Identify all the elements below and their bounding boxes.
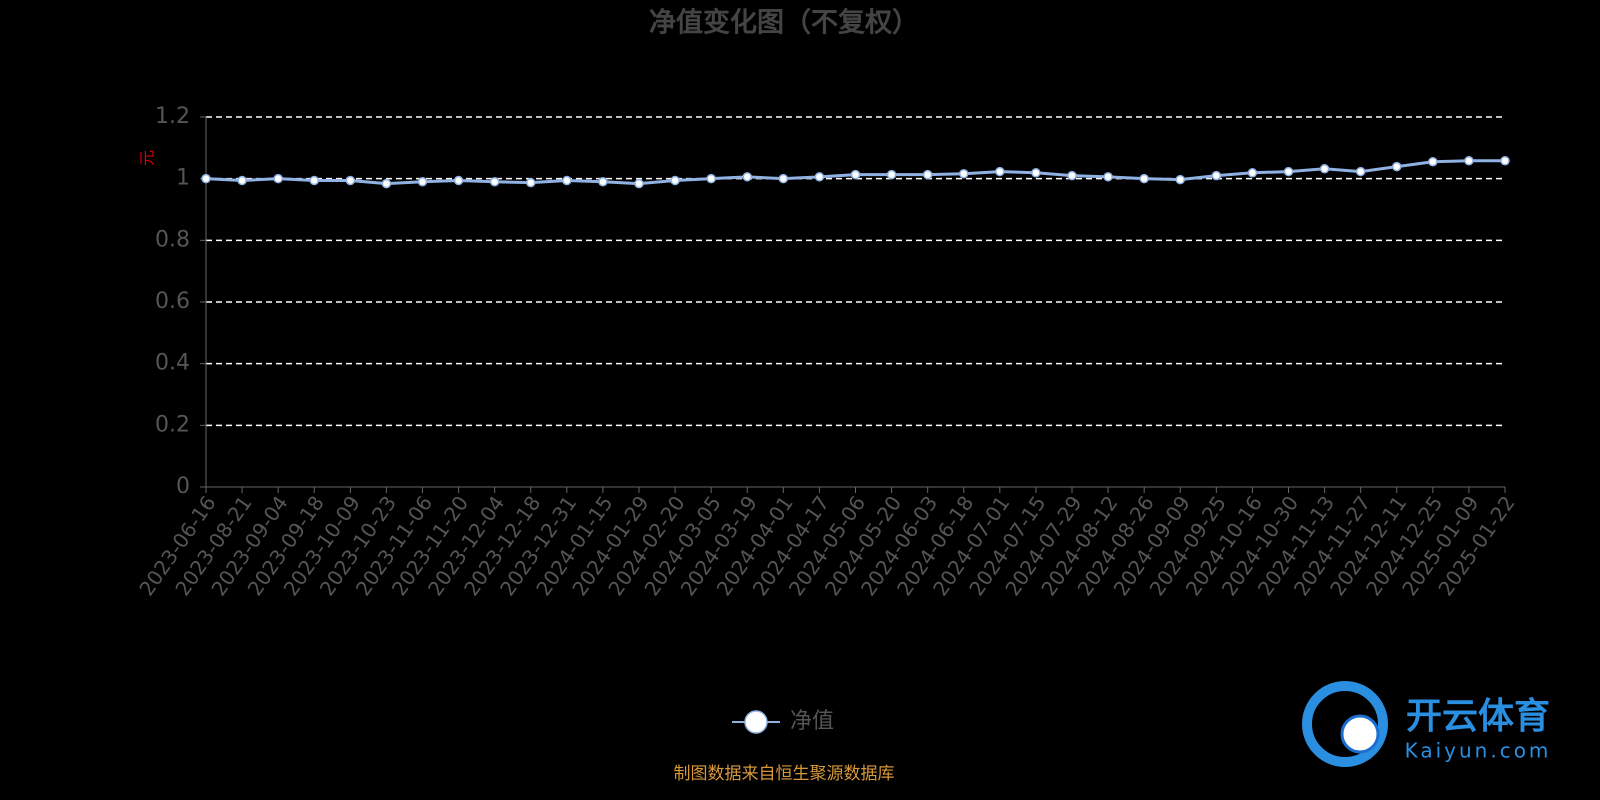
y-tick-label: 1 — [176, 166, 190, 191]
y-tick-label: 0.2 — [155, 412, 190, 437]
data-point — [1103, 172, 1113, 182]
data-point — [237, 175, 247, 186]
y-tick-label: 0.6 — [155, 289, 190, 314]
data-point — [273, 173, 283, 184]
data-point — [345, 175, 356, 186]
data-point — [634, 178, 644, 189]
data-point — [1247, 168, 1258, 178]
data-point — [1464, 156, 1474, 166]
data-point — [598, 177, 608, 187]
data-point — [453, 175, 464, 186]
watermark-ball — [1340, 714, 1380, 754]
data-point — [1355, 166, 1366, 177]
data-point — [562, 175, 572, 186]
data-point — [526, 177, 536, 188]
data-point — [1500, 156, 1510, 166]
data-point — [742, 172, 752, 182]
data-point — [381, 178, 392, 189]
data-point — [1392, 161, 1402, 172]
y-tick-label: 0 — [176, 474, 190, 499]
data-point — [886, 169, 897, 180]
data-point — [922, 169, 933, 180]
data-point — [706, 173, 716, 184]
data-point — [201, 173, 211, 184]
watermark-site: Kaiyun.com — [1405, 739, 1552, 763]
data-point — [670, 175, 680, 186]
data-point — [814, 172, 825, 182]
data-point — [1139, 173, 1149, 184]
y-axis-label: 元 — [138, 150, 157, 166]
legend-marker — [744, 710, 768, 734]
chart-title: 净值变化图（不复权） — [649, 7, 919, 39]
data-point — [850, 169, 861, 180]
data-point — [959, 168, 969, 179]
y-tick-label: 1.2 — [155, 104, 190, 129]
data-point — [1319, 164, 1330, 174]
source-note: 制图数据来自恒生聚源数据库 — [674, 764, 895, 784]
watermark-logo — [1302, 681, 1388, 767]
y-tick-label: 0.4 — [155, 351, 190, 376]
data-point — [1175, 174, 1185, 185]
y-tick-label: 0.8 — [155, 227, 190, 252]
data-point — [309, 175, 319, 186]
data-point — [995, 166, 1005, 177]
data-point — [1067, 170, 1077, 181]
data-point — [1428, 156, 1438, 167]
legend-label: 净值 — [790, 709, 834, 734]
data-point — [489, 177, 500, 187]
data-point — [1211, 170, 1222, 181]
data-point — [1031, 168, 1041, 178]
watermark-name: 开云体育 — [1406, 696, 1550, 737]
data-point — [417, 177, 428, 187]
data-point — [778, 173, 789, 184]
watermark: 开云体育 Kaiyun.com — [1302, 681, 1552, 767]
data-point — [1283, 166, 1294, 177]
